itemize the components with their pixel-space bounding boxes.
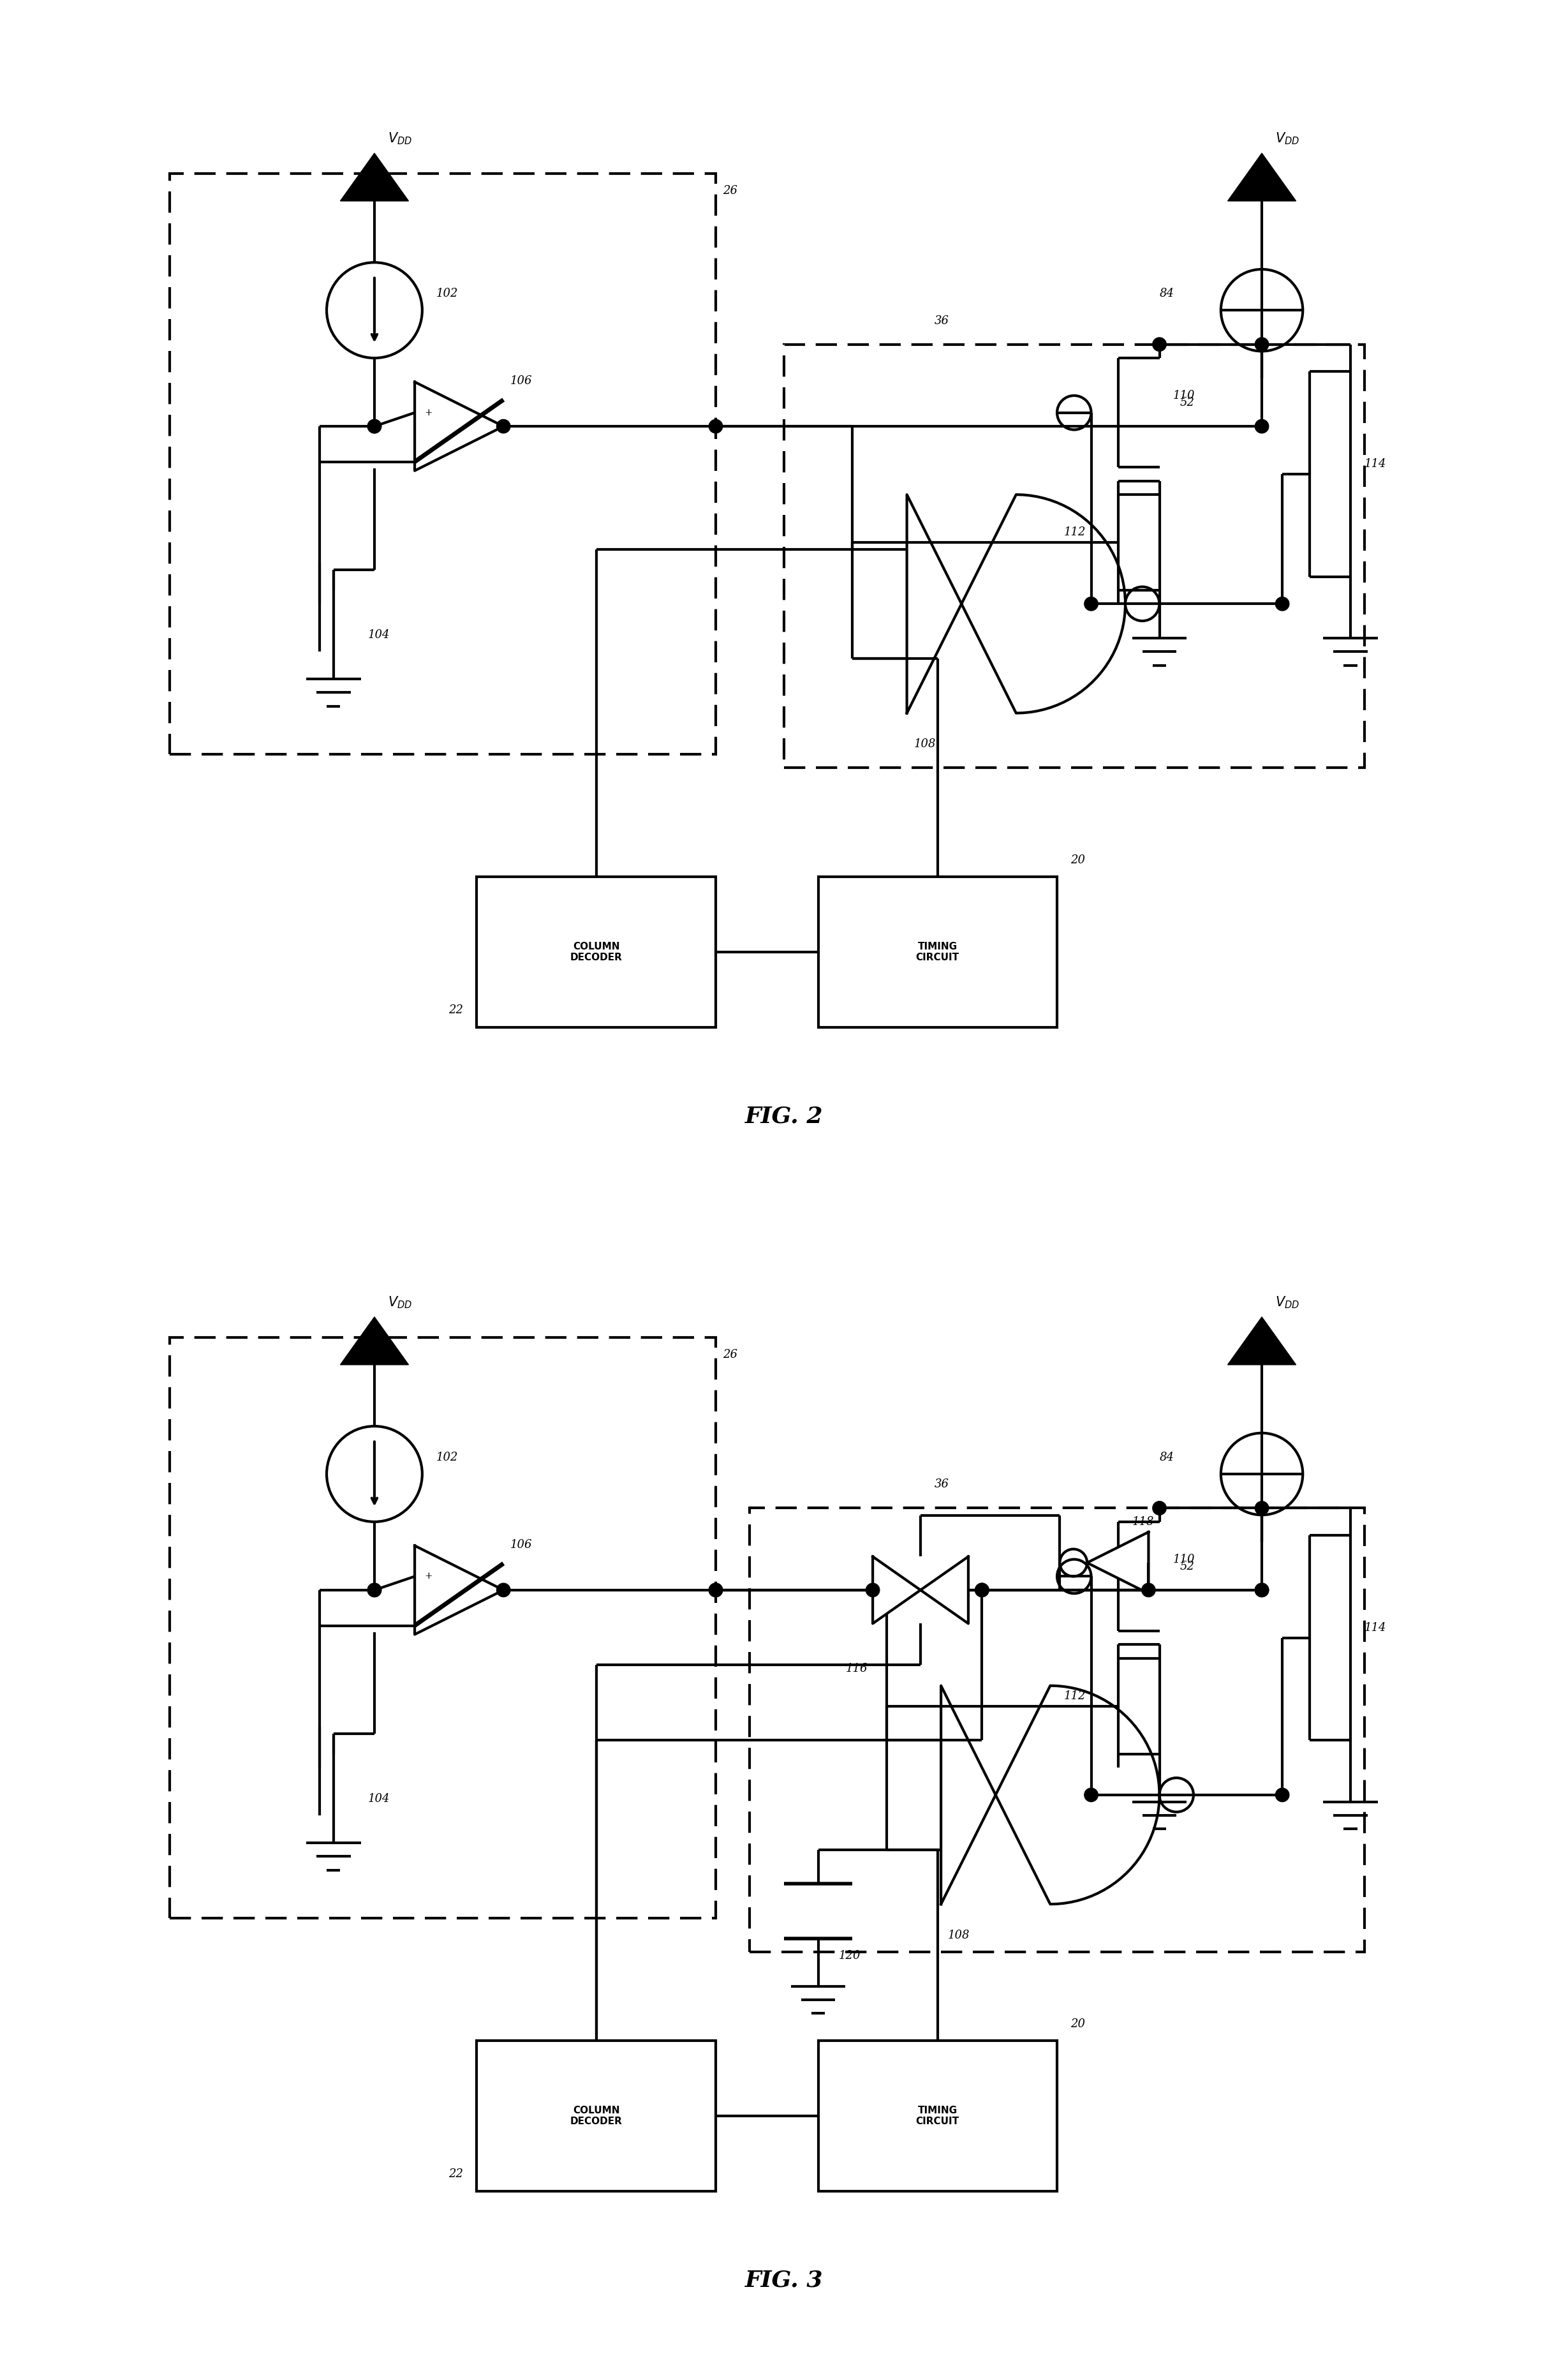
Text: 106: 106 bbox=[510, 375, 532, 387]
Circle shape bbox=[367, 1584, 381, 1596]
Text: 118: 118 bbox=[1132, 1515, 1154, 1527]
Polygon shape bbox=[920, 1556, 969, 1625]
Text: 20: 20 bbox=[1071, 2019, 1085, 2031]
Circle shape bbox=[975, 1584, 989, 1596]
Text: 104: 104 bbox=[367, 629, 389, 641]
Polygon shape bbox=[906, 494, 1126, 712]
Text: 114: 114 bbox=[1364, 1622, 1386, 1634]
Circle shape bbox=[1275, 596, 1289, 610]
Text: TIMING
CIRCUIT: TIMING CIRCUIT bbox=[916, 2107, 960, 2126]
Text: 120: 120 bbox=[839, 1950, 861, 1962]
Circle shape bbox=[367, 420, 381, 432]
Circle shape bbox=[1254, 337, 1269, 352]
Text: 26: 26 bbox=[723, 185, 737, 197]
Circle shape bbox=[975, 1584, 989, 1596]
Circle shape bbox=[1254, 420, 1269, 432]
Text: $V_{DD}$: $V_{DD}$ bbox=[1275, 1294, 1300, 1311]
Circle shape bbox=[1085, 1788, 1098, 1803]
Text: 102: 102 bbox=[436, 1451, 458, 1463]
Circle shape bbox=[1142, 1584, 1156, 1596]
Text: 84: 84 bbox=[1159, 1451, 1174, 1463]
Circle shape bbox=[709, 1584, 723, 1596]
Text: 108: 108 bbox=[914, 739, 936, 751]
Text: 84: 84 bbox=[1159, 287, 1174, 299]
Text: 106: 106 bbox=[510, 1539, 532, 1551]
Text: +: + bbox=[425, 1572, 433, 1582]
Text: 36: 36 bbox=[935, 1480, 949, 1489]
Circle shape bbox=[1254, 1584, 1269, 1596]
FancyBboxPatch shape bbox=[818, 876, 1057, 1026]
Polygon shape bbox=[941, 1686, 1159, 1905]
Polygon shape bbox=[414, 1546, 503, 1634]
Text: FIG. 2: FIG. 2 bbox=[745, 1104, 823, 1128]
Text: 52: 52 bbox=[1179, 1560, 1195, 1572]
Text: 112: 112 bbox=[1063, 527, 1087, 539]
Text: COLUMN
DECODER: COLUMN DECODER bbox=[571, 943, 622, 962]
Text: COLUMN
DECODER: COLUMN DECODER bbox=[571, 2107, 622, 2126]
Circle shape bbox=[866, 1584, 880, 1596]
Text: 102: 102 bbox=[436, 287, 458, 299]
Circle shape bbox=[497, 420, 510, 432]
Circle shape bbox=[1275, 1788, 1289, 1803]
Circle shape bbox=[497, 1584, 510, 1596]
Circle shape bbox=[1152, 1501, 1167, 1515]
FancyBboxPatch shape bbox=[477, 2040, 715, 2190]
Text: 110: 110 bbox=[1173, 1553, 1195, 1565]
Text: TIMING
CIRCUIT: TIMING CIRCUIT bbox=[916, 943, 960, 962]
Text: FIG. 3: FIG. 3 bbox=[745, 2268, 823, 2292]
Text: 20: 20 bbox=[1071, 855, 1085, 867]
FancyBboxPatch shape bbox=[818, 2040, 1057, 2190]
Text: $V_{DD}$: $V_{DD}$ bbox=[389, 131, 412, 147]
Text: 22: 22 bbox=[448, 1005, 463, 1017]
Text: $V_{DD}$: $V_{DD}$ bbox=[389, 1294, 412, 1311]
Polygon shape bbox=[1087, 1532, 1148, 1594]
Text: 112: 112 bbox=[1063, 1691, 1087, 1703]
Polygon shape bbox=[873, 1556, 920, 1625]
Circle shape bbox=[1254, 1584, 1269, 1596]
Circle shape bbox=[1152, 337, 1167, 352]
FancyBboxPatch shape bbox=[477, 876, 715, 1026]
Text: 116: 116 bbox=[845, 1662, 867, 1674]
Polygon shape bbox=[340, 1316, 409, 1366]
Polygon shape bbox=[1228, 1316, 1297, 1366]
Circle shape bbox=[1254, 1501, 1269, 1515]
Polygon shape bbox=[340, 152, 409, 202]
Text: 22: 22 bbox=[448, 2168, 463, 2180]
Polygon shape bbox=[414, 382, 503, 470]
Text: $V_{DD}$: $V_{DD}$ bbox=[1275, 131, 1300, 147]
Polygon shape bbox=[1228, 152, 1297, 202]
Text: 36: 36 bbox=[935, 316, 949, 325]
Text: 114: 114 bbox=[1364, 458, 1386, 470]
Circle shape bbox=[709, 1584, 723, 1596]
Circle shape bbox=[367, 420, 381, 432]
Text: 26: 26 bbox=[723, 1349, 737, 1361]
Circle shape bbox=[1085, 596, 1098, 610]
Text: +: + bbox=[425, 408, 433, 418]
Text: 108: 108 bbox=[947, 1929, 971, 1940]
Text: 110: 110 bbox=[1173, 390, 1195, 401]
Text: 104: 104 bbox=[367, 1793, 389, 1805]
Text: 52: 52 bbox=[1179, 397, 1195, 408]
Circle shape bbox=[709, 420, 723, 432]
Circle shape bbox=[367, 1584, 381, 1596]
